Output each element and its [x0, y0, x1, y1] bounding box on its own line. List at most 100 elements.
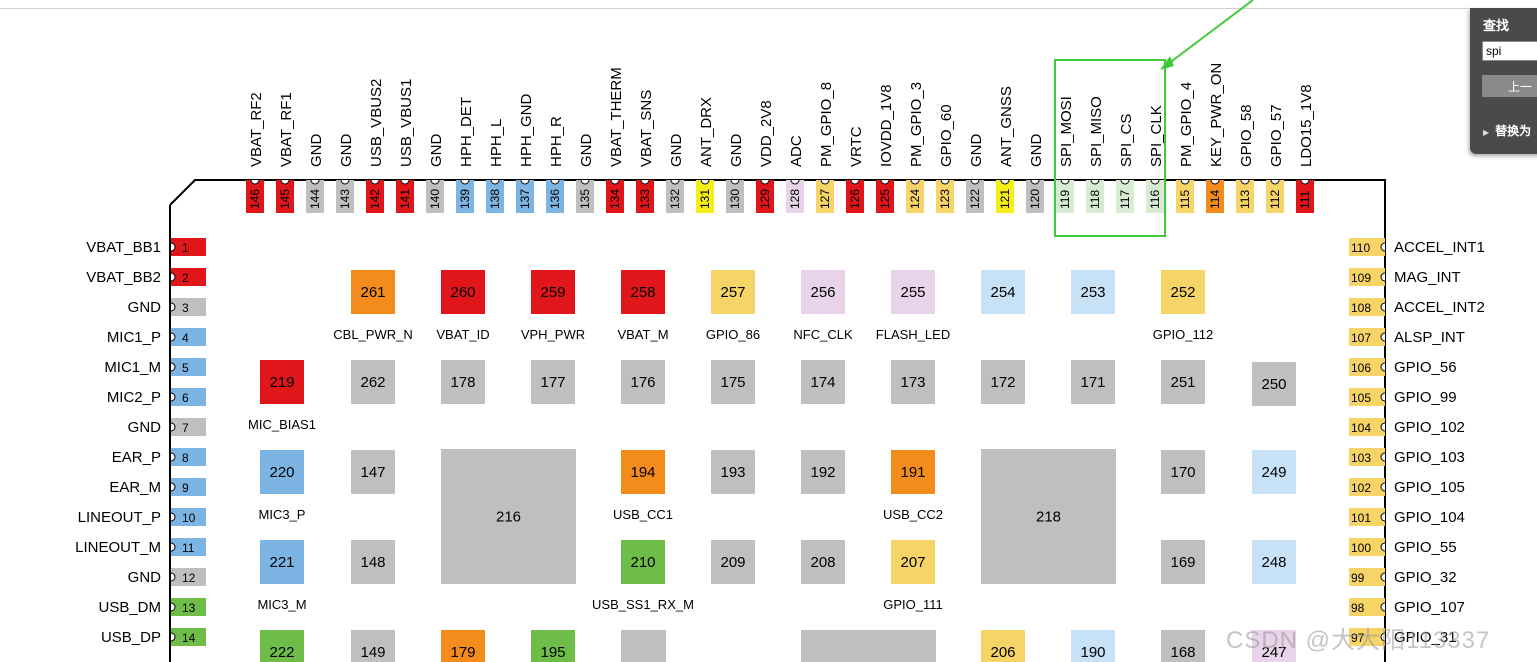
- pin-number: 114: [1208, 190, 1222, 209]
- right-pin-106: 106 GPIO_56: [1349, 358, 1457, 376]
- pin-name: ACCEL_INT1: [1394, 239, 1485, 256]
- pad-label: GPIO_112: [1153, 327, 1213, 342]
- pin-pad: [171, 508, 206, 526]
- pad-number: 261: [360, 284, 385, 301]
- left-pin-13: 13 USB_DM: [98, 598, 206, 616]
- pin-number: 109: [1351, 271, 1371, 285]
- left-pin-3: 3 GND: [128, 298, 206, 316]
- top-pin-131: 131 ANT_DRX: [696, 97, 715, 213]
- pad-label: MIC3_P: [259, 507, 306, 522]
- pin-name: VBAT_BB1: [86, 239, 161, 256]
- pad-209: 209: [711, 540, 755, 584]
- pad-number: 194: [630, 464, 655, 481]
- pad-number: 149: [360, 644, 385, 661]
- pin-notch: [1380, 302, 1386, 312]
- pad-square: [981, 449, 1116, 584]
- pin-name: EAR_M: [109, 479, 161, 496]
- pad-square: [891, 270, 935, 314]
- pad-number: 147: [360, 464, 385, 481]
- top-pin-133: 133 VBAT_SNS: [636, 90, 655, 213]
- pad-number: 257: [720, 284, 745, 301]
- replace-label: 替换为: [1495, 124, 1532, 138]
- pin-pad: [486, 180, 504, 213]
- pad-square: [1161, 540, 1205, 584]
- left-pin-8: 8 EAR_P: [112, 448, 206, 466]
- pad-number: 168: [1170, 644, 1195, 661]
- pin-notch: [1030, 179, 1040, 185]
- top-pin-120: 120 GND: [1026, 134, 1045, 213]
- top-pin-119: 119 SPI_MOSI: [1056, 96, 1075, 213]
- pad-254: 254: [981, 270, 1025, 314]
- top-pin-128: 128 ADC: [786, 135, 805, 213]
- pad-number: 255: [900, 284, 925, 301]
- pad-number: 252: [1170, 284, 1195, 301]
- pad-174: 174: [801, 360, 845, 404]
- pin-notch: [1380, 452, 1386, 462]
- pin-number: 100: [1351, 541, 1371, 555]
- top-pin-138: 138 HPH_L: [486, 119, 505, 213]
- top-pin-124: 124 PM_GPIO_3: [906, 82, 925, 213]
- pin-number: 108: [1351, 301, 1371, 315]
- top-pin-129: 129 VDD_2V8: [756, 100, 775, 213]
- pin-pad: [816, 180, 834, 213]
- find-previous-button[interactable]: 上一: [1482, 75, 1537, 97]
- pad-number: 170: [1170, 464, 1195, 481]
- pin-name: GPIO_60: [938, 104, 955, 167]
- pin-name: KEY_PWR_ON: [1208, 63, 1225, 167]
- pin-number: 131: [698, 189, 712, 209]
- pad-number: 254: [990, 284, 1015, 301]
- pin-name: LINEOUT_M: [75, 539, 161, 556]
- pin-number: 126: [848, 189, 862, 209]
- pad-square: [981, 630, 1025, 662]
- pin-number: 99: [1351, 571, 1365, 585]
- pad-label: NFC_CLK: [793, 327, 853, 342]
- pad-label: VBAT_M: [617, 327, 668, 342]
- right-pin-110: 110 ACCEL_INT1: [1349, 238, 1485, 256]
- pin-number: 107: [1351, 331, 1371, 345]
- pad-number: 262: [360, 374, 385, 391]
- left-pin-6: 6 MIC2_P: [107, 388, 206, 406]
- pin-name: MIC1_P: [107, 329, 161, 346]
- pin-number: 121: [998, 189, 1012, 209]
- pad-208: 208: [801, 540, 845, 584]
- pin-pad: [171, 448, 206, 466]
- pin-number: 141: [398, 189, 412, 209]
- pin-pad: [1349, 478, 1385, 496]
- pin-notch: [670, 179, 680, 185]
- pin-pad: [1116, 180, 1134, 213]
- left-pin-1: 1 VBAT_BB1: [86, 238, 206, 256]
- pad-square: [621, 270, 665, 314]
- pin-name: ALSP_INT: [1394, 329, 1465, 346]
- pad-149: 149: [351, 630, 395, 662]
- pin-number: 113: [1238, 190, 1252, 209]
- pin-number: 6: [182, 391, 189, 405]
- pin-notch: [940, 179, 950, 185]
- pad-square: [260, 540, 304, 584]
- pin-notch: [610, 179, 620, 185]
- pad-square: [1161, 270, 1205, 314]
- pad-207: 207 GPIO_111: [883, 540, 943, 612]
- pin-pad: [1349, 538, 1385, 556]
- top-pin-135: 135 GND: [576, 134, 595, 213]
- pin-number: 123: [938, 189, 952, 209]
- pin-name: GPIO_99: [1394, 389, 1457, 406]
- pin-notch: [1380, 332, 1386, 342]
- pad-number: 247: [1261, 644, 1286, 661]
- pin-pad: [696, 180, 714, 213]
- replace-toggle[interactable]: ▶ 替换为: [1483, 122, 1531, 139]
- pad-number: 179: [450, 644, 475, 661]
- right-pin-98: 98 GPIO_107: [1349, 598, 1465, 616]
- pin-number: 132: [668, 189, 682, 209]
- pin-pad: [666, 180, 684, 213]
- pin-notch: [1000, 179, 1010, 185]
- pin-number: 12: [182, 571, 196, 585]
- pin-pad: [1236, 180, 1254, 213]
- pin-pad: [1349, 448, 1385, 466]
- pin-number: 106: [1351, 361, 1371, 375]
- pin-notch: [1380, 242, 1386, 252]
- find-input[interactable]: [1482, 41, 1537, 61]
- pad-square: [441, 449, 576, 584]
- pad-number: 176: [630, 374, 655, 391]
- left-pin-column: 1 VBAT_BB1 2 VBAT_BB2 3 GND 4 MIC1_P 5 MIC1_M 6 MIC…: [75, 238, 206, 646]
- pin-notch: [170, 302, 176, 312]
